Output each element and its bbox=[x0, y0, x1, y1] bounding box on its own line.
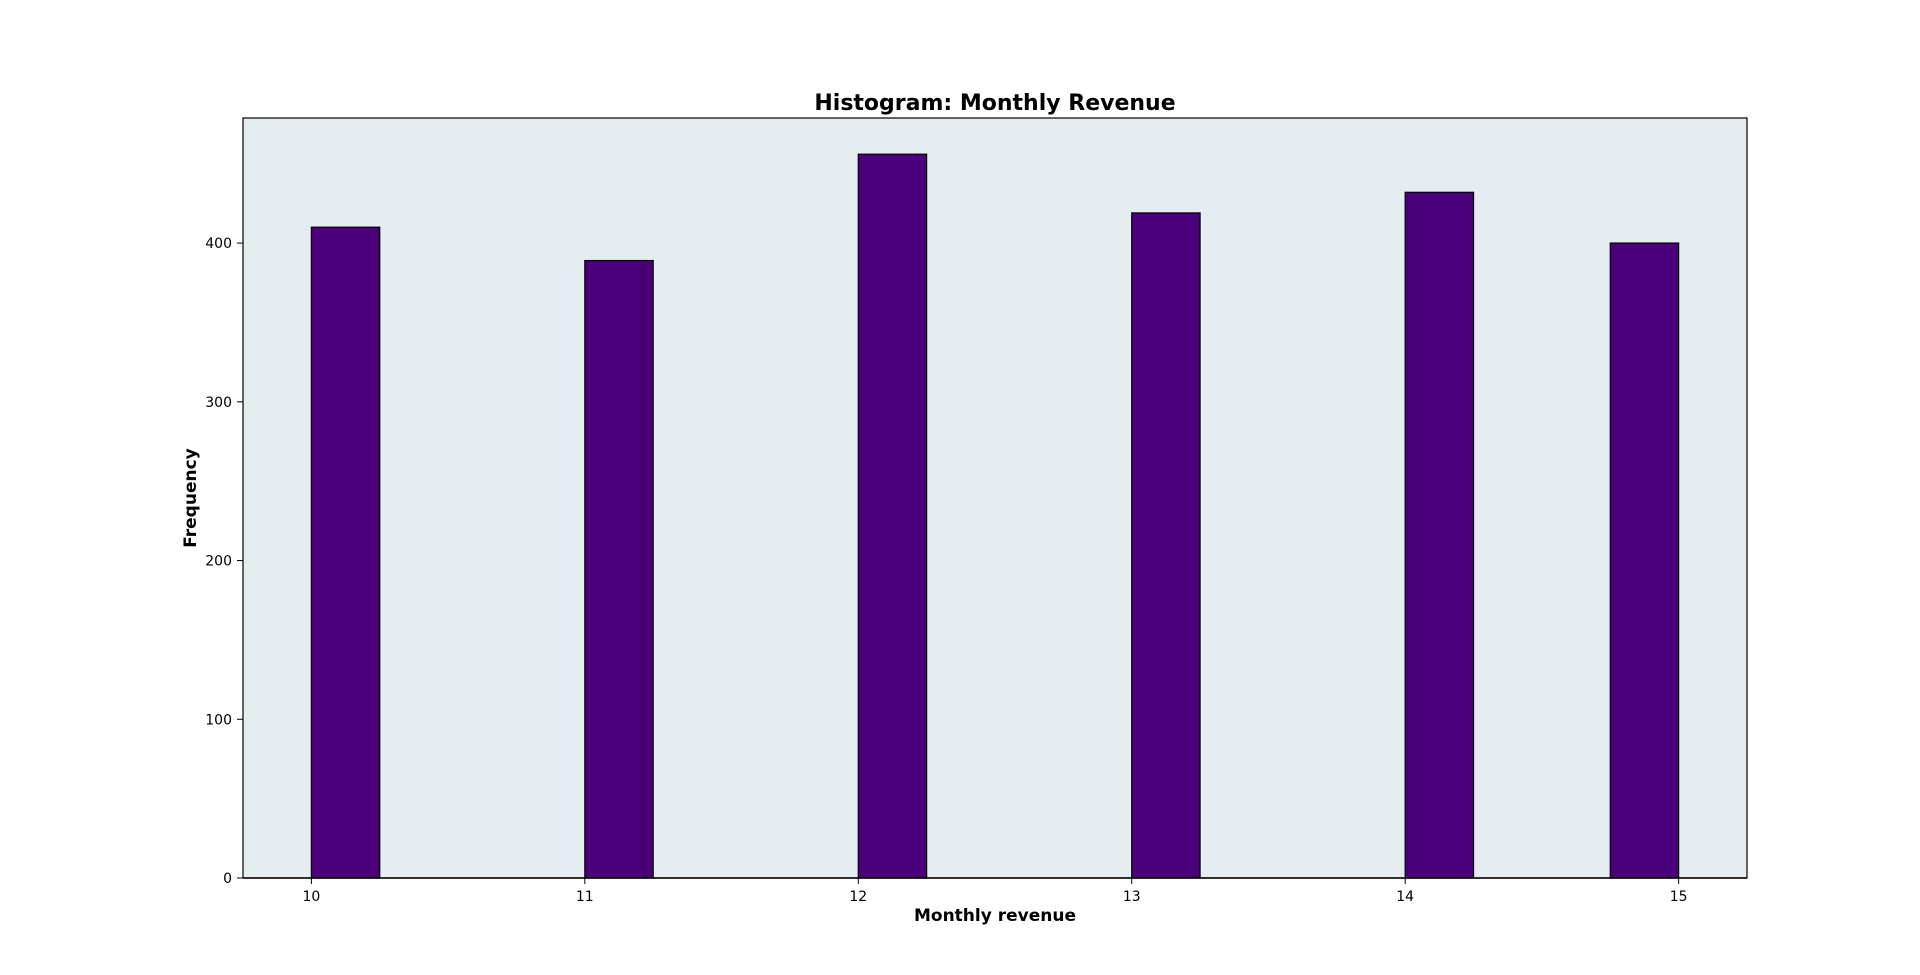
x-axis-label: Monthly revenue bbox=[914, 906, 1076, 926]
x-tick-label: 11 bbox=[576, 889, 594, 905]
histogram-bar-5 bbox=[1609, 242, 1680, 879]
y-axis-ticks: 0 100 200 300 400 bbox=[205, 236, 243, 887]
y-tick-label: 100 bbox=[205, 712, 232, 728]
y-tick-label: 200 bbox=[205, 554, 232, 570]
bars-group bbox=[310, 153, 1680, 879]
y-tick-label: 400 bbox=[205, 236, 232, 252]
x-axis-ticks: 10 11 12 13 14 15 bbox=[302, 878, 1688, 905]
x-tick-label: 15 bbox=[1670, 889, 1688, 905]
chart-title: Histogram: Monthly Revenue bbox=[814, 91, 1175, 116]
histogram-bar-2 bbox=[857, 153, 928, 879]
histogram-bar-3 bbox=[1131, 212, 1201, 879]
histogram-bar-0 bbox=[310, 226, 381, 879]
y-tick-label: 0 bbox=[223, 871, 232, 887]
x-tick-label: 13 bbox=[1123, 889, 1141, 905]
x-tick-label: 12 bbox=[849, 889, 867, 905]
histogram-bar-4 bbox=[1404, 191, 1475, 879]
y-axis-label: Frequency bbox=[181, 448, 201, 548]
y-tick-label: 300 bbox=[205, 395, 232, 411]
plot-background bbox=[243, 118, 1747, 878]
x-tick-label: 10 bbox=[302, 889, 320, 905]
x-tick-label: 14 bbox=[1396, 889, 1414, 905]
histogram-bar-1 bbox=[584, 259, 654, 879]
